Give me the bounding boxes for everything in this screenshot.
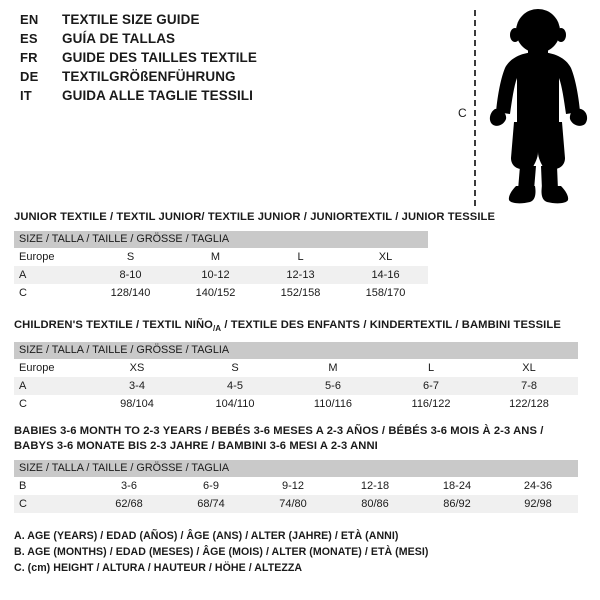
legend-row-a: A. AGE (YEARS) / EDAD (AÑOS) / ÂGE (ANS)… [14, 530, 399, 542]
cell: 86/92 [416, 495, 498, 513]
table-row: B 3-6 6-9 9-12 12-18 18-24 24-36 [14, 477, 578, 495]
cell: 10-12 [173, 266, 258, 284]
cell: 7-8 [480, 377, 579, 396]
section-title-junior: JUNIOR TEXTILE / TEXTIL JUNIOR/ TEXTILE … [14, 211, 496, 223]
cell: XL [343, 248, 429, 266]
cell: 18-24 [416, 477, 498, 495]
row-label: C [14, 395, 88, 414]
cell: 9-12 [252, 477, 334, 495]
cell: 104/110 [186, 395, 284, 414]
table-row: A 8-10 10-12 12-13 14-16 [14, 266, 429, 284]
cell: 98/104 [88, 395, 186, 414]
section-title-children: CHILDREN'S TEXTILE / TEXTIL NIÑO/A / TEX… [14, 318, 578, 336]
junior-size-table: SIZE / TALLA / TAILLE / GRÖSSE / TAGLIA … [14, 231, 429, 302]
cell: 128/140 [88, 284, 173, 302]
cell: M [173, 248, 258, 266]
section-title-children-before: CHILDREN'S TEXTILE / TEXTIL NIÑO [14, 319, 213, 331]
junior-bar-label: SIZE / TALLA / TAILLE / GRÖSSE / TAGLIA [14, 231, 429, 248]
row-label: Europe [14, 248, 88, 266]
legend-row-c: C. (cm) HEIGHT / ALTURA / HAUTEUR / HÖHE… [14, 562, 303, 574]
cell: 68/74 [170, 495, 252, 513]
language-row: ES GUÍA DE TALLAS [20, 31, 440, 50]
legend-row-b: B. AGE (MONTHS) / EDAD (MESES) / ÂGE (MO… [14, 546, 429, 558]
language-title-de: TEXTILGRÖßENFÜHRUNG [62, 69, 236, 84]
language-code-fr: FR [20, 50, 38, 65]
row-label: Europe [14, 359, 88, 378]
language-title-en: TEXTILE SIZE GUIDE [62, 12, 200, 27]
cell: 3-6 [88, 477, 170, 495]
language-title-it: GUIDA ALLE TAGLIE TESSILI [62, 88, 253, 103]
cell: 152/158 [258, 284, 343, 302]
cell: L [258, 248, 343, 266]
table-header-bar: SIZE / TALLA / TAILLE / GRÖSSE / TAGLIA [14, 342, 579, 360]
cell: S [88, 248, 173, 266]
row-label: A [14, 377, 88, 396]
table-row: A 3-4 4-5 5-6 6-7 7-8 [14, 377, 579, 396]
row-label: B [14, 477, 88, 495]
section-children: CHILDREN'S TEXTILE / TEXTIL NIÑO/A / TEX… [14, 318, 579, 414]
cell: 110/116 [284, 395, 382, 414]
section-title-babies-line1: BABIES 3-6 MONTH TO 2-3 YEARS / BEBÉS 3-… [14, 425, 544, 437]
cell: 12-13 [258, 266, 343, 284]
cell: 3-4 [88, 377, 186, 396]
cell: 24-36 [498, 477, 578, 495]
section-title-children-after: / TEXTILE DES ENFANTS / KINDERTEXTIL / B… [221, 319, 561, 331]
row-label: C [14, 284, 88, 302]
cell: 158/170 [343, 284, 429, 302]
cell: XS [88, 359, 186, 378]
table-row: C 98/104 104/110 110/116 116/122 122/128 [14, 395, 579, 414]
cell: 140/152 [173, 284, 258, 302]
cell: 12-18 [334, 477, 416, 495]
cell: 74/80 [252, 495, 334, 513]
cell: L [382, 359, 480, 378]
cell: 122/128 [480, 395, 579, 414]
language-title-es: GUÍA DE TALLAS [62, 31, 176, 46]
cell: 92/98 [498, 495, 578, 513]
cell: S [186, 359, 284, 378]
legend-block: A. AGE (YEARS) / EDAD (AÑOS) / ÂGE (ANS)… [14, 528, 574, 576]
language-title-block: EN TEXTILE SIZE GUIDE ES GUÍA DE TALLAS … [20, 12, 440, 107]
cell: 4-5 [186, 377, 284, 396]
language-row: FR GUIDE DES TAILLES TEXTILE [20, 50, 440, 69]
section-title-babies-line2: BABYS 3-6 MONATE BIS 2-3 JAHRE / BAMBINI… [14, 440, 378, 452]
cell: M [284, 359, 382, 378]
cell: 116/122 [382, 395, 480, 414]
language-row: DE TEXTILGRÖßENFÜHRUNG [20, 69, 440, 88]
language-row: EN TEXTILE SIZE GUIDE [20, 12, 440, 31]
language-title-fr: GUIDE DES TAILLES TEXTILE [62, 50, 258, 65]
row-label: A [14, 266, 88, 284]
toddler-silhouette-icon [489, 9, 588, 204]
section-title-children-subscript: /A [212, 324, 222, 334]
language-code-es: ES [20, 31, 38, 46]
table-header-bar: SIZE / TALLA / TAILLE / GRÖSSE / TAGLIA [14, 460, 578, 477]
language-code-de: DE [20, 69, 39, 84]
table-row: C 62/68 68/74 74/80 80/86 86/92 92/98 [14, 495, 578, 513]
cell: 6-7 [382, 377, 480, 396]
language-code-en: EN [20, 12, 39, 27]
cell: 5-6 [284, 377, 382, 396]
children-size-table: SIZE / TALLA / TAILLE / GRÖSSE / TAGLIA … [14, 342, 579, 414]
table-row: Europe XS S M L XL [14, 359, 579, 378]
section-junior: JUNIOR TEXTILE / TEXTIL JUNIOR/ TEXTILE … [14, 210, 496, 302]
cell: 62/68 [88, 495, 170, 513]
height-measure-label: C [458, 106, 467, 120]
language-code-it: IT [20, 88, 32, 103]
children-bar-label: SIZE / TALLA / TAILLE / GRÖSSE / TAGLIA [14, 342, 579, 360]
cell: 80/86 [334, 495, 416, 513]
cell: 6-9 [170, 477, 252, 495]
section-babies: BABIES 3-6 MONTH TO 2-3 YEARS / BEBÉS 3-… [14, 424, 578, 513]
table-row: Europe S M L XL [14, 248, 429, 266]
babies-bar-label: SIZE / TALLA / TAILLE / GRÖSSE / TAGLIA [14, 460, 578, 477]
row-label: C [14, 495, 88, 513]
table-header-bar: SIZE / TALLA / TAILLE / GRÖSSE / TAGLIA [14, 231, 429, 248]
measurement-figure: C [440, 4, 600, 209]
language-row: IT GUIDA ALLE TAGLIE TESSILI [20, 88, 440, 107]
cell: 14-16 [343, 266, 429, 284]
babies-size-table: SIZE / TALLA / TAILLE / GRÖSSE / TAGLIA … [14, 460, 578, 513]
height-measure-dashed-line [474, 10, 476, 206]
cell: XL [480, 359, 579, 378]
cell: 8-10 [88, 266, 173, 284]
table-row: C 128/140 140/152 152/158 158/170 [14, 284, 429, 302]
